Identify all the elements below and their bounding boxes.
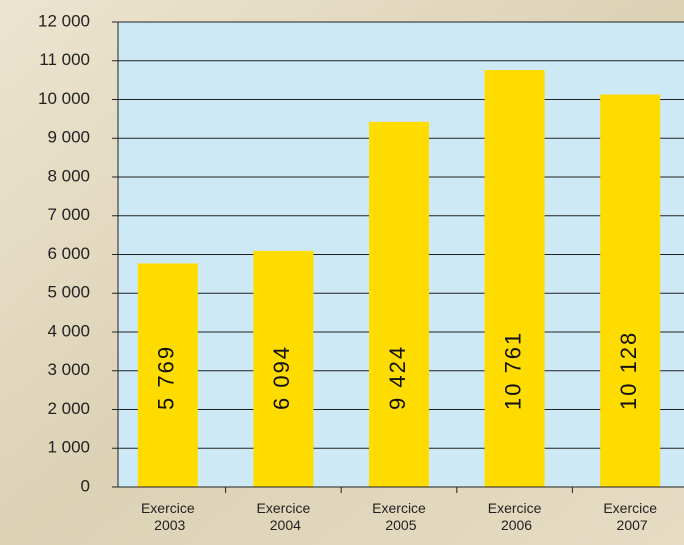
y-tick-label: 9 000	[47, 128, 90, 147]
y-tick-label: 5 000	[47, 283, 90, 302]
value-label: 10 128	[616, 331, 641, 410]
y-tick-label: 7 000	[47, 205, 90, 224]
y-tick-label: 12 000	[38, 11, 90, 30]
value-label: 6 094	[269, 345, 294, 410]
chart: 0 1 000 2 000 3 000 4 000 5 000 6 000 7 000 8 00…	[0, 0, 684, 545]
y-tick-label: 1 000	[47, 438, 90, 457]
y-tick-label: 3 000	[47, 360, 90, 379]
y-tick-label: 4 000	[47, 321, 90, 340]
value-label: 9 424	[385, 345, 410, 410]
value-label: 5 769	[154, 345, 179, 410]
y-tick-label: 10 000	[38, 89, 90, 108]
bar	[600, 95, 660, 487]
value-label: 10 761	[500, 331, 525, 410]
y-tick-label: 0	[81, 476, 90, 495]
y-tick-label: 8 000	[47, 166, 90, 185]
y-tick-label: 2 000	[47, 399, 90, 418]
y-tick-label: 6 000	[47, 244, 90, 263]
bar	[485, 70, 545, 487]
y-tick-label: 11 000	[39, 50, 90, 69]
bar	[369, 122, 429, 487]
